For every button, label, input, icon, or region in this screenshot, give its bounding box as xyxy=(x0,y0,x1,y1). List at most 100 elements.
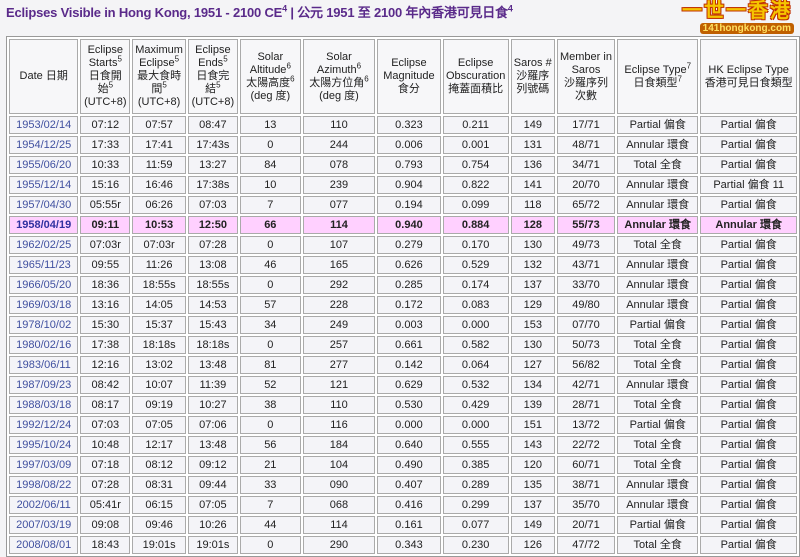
table-row: 1969/03/18 13:16 14:05 14:53 57 228 0.172 0.083… xyxy=(9,296,797,314)
table-cell: 16:46 xyxy=(132,176,186,194)
table-cell: 15:37 xyxy=(132,316,186,334)
date-link[interactable]: 1992/12/24 xyxy=(9,416,79,434)
header-text: (UTC+8) xyxy=(84,96,127,108)
date-link[interactable]: 1980/02/16 xyxy=(9,336,79,354)
table-row: 1965/11/23 09:55 11:26 13:08 46 165 0.626 0.529… xyxy=(9,256,797,274)
date-link[interactable]: 1978/10/02 xyxy=(9,316,79,334)
table-cell: 10:27 xyxy=(187,396,238,414)
table-cell: 134 xyxy=(510,376,555,394)
footnote-ref[interactable]: 6 xyxy=(286,60,291,70)
table-cell: Total 全食 xyxy=(617,396,699,414)
footnote-ref[interactable]: 6 xyxy=(290,73,295,83)
header-text: 日食開始 xyxy=(88,70,122,95)
table-cell: 49/80 xyxy=(556,296,616,314)
date-link[interactable]: 1983/06/11 xyxy=(9,356,79,374)
page-title: Eclipses Visible in Hong Kong, 1951 - 21… xyxy=(6,3,513,21)
column-header: Member in Saros 沙羅序列次數 xyxy=(556,39,616,114)
table-cell: 0.640 xyxy=(377,436,441,454)
table-cell: Partial 偏食 xyxy=(700,476,797,494)
date-link[interactable]: 1958/04/19 xyxy=(9,216,79,234)
date-link[interactable]: 2002/06/11 xyxy=(9,496,79,514)
site-logo[interactable]: 一世一香港 141hongkong.com xyxy=(640,1,798,35)
date-link[interactable]: 1953/02/14 xyxy=(9,116,79,134)
table-cell: Partial 偏食 xyxy=(700,316,797,334)
table-cell: 239 xyxy=(302,176,376,194)
date-link[interactable]: 2008/08/01 xyxy=(9,536,79,554)
table-cell: Partial 偏食 xyxy=(700,396,797,414)
table-cell: 46 xyxy=(239,256,301,274)
table-cell: 0.754 xyxy=(442,156,509,174)
footnote-ref[interactable]: 6 xyxy=(356,60,362,70)
table-cell: 118 xyxy=(510,196,555,214)
table-cell: 17:38s xyxy=(187,176,238,194)
footnote-ref[interactable]: 4 xyxy=(282,3,287,14)
table-cell: 143 xyxy=(510,436,555,454)
table-cell: 15:43 xyxy=(187,316,238,334)
date-link[interactable]: 1954/12/25 xyxy=(9,136,79,154)
date-link[interactable]: 1988/03/18 xyxy=(9,396,79,414)
table-cell: Annular 環食 xyxy=(617,196,699,214)
table-cell: 38 xyxy=(239,396,301,414)
table-cell: 129 xyxy=(510,296,555,314)
table-cell: 17:38 xyxy=(80,336,131,354)
table-cell: 0.629 xyxy=(377,376,441,394)
table-cell: 139 xyxy=(510,396,555,414)
footnote-ref[interactable]: 4 xyxy=(507,3,513,14)
footnote-ref[interactable]: 6 xyxy=(364,73,369,83)
date-link[interactable]: 1962/02/25 xyxy=(9,236,79,254)
table-cell: 110 xyxy=(302,396,376,414)
date-link[interactable]: 1998/08/22 xyxy=(9,476,79,494)
table-cell: 09:12 xyxy=(187,456,238,474)
table-cell: 05:41r xyxy=(80,496,131,514)
date-link[interactable]: 1955/12/14 xyxy=(9,176,79,194)
table-row: 1997/03/09 07:18 08:12 09:12 21 104 0.490 0.385… xyxy=(9,456,797,474)
header-text: 日食完結 xyxy=(196,70,230,95)
table-cell: 0.279 xyxy=(377,236,441,254)
footnote-ref[interactable]: 5 xyxy=(117,54,122,64)
table-cell: 09:46 xyxy=(132,516,186,534)
date-link[interactable]: 2007/03/19 xyxy=(9,516,79,534)
date-link[interactable]: 1957/04/30 xyxy=(9,196,79,214)
table-cell: 0.416 xyxy=(377,496,441,514)
date-link[interactable]: 1965/11/23 xyxy=(9,256,79,274)
table-cell: 56/82 xyxy=(556,356,616,374)
footnote-ref[interactable]: 7 xyxy=(677,73,682,83)
date-link[interactable]: 1987/09/23 xyxy=(9,376,79,394)
table-cell: 132 xyxy=(510,256,555,274)
header-text: Eclipse Magnitude xyxy=(383,57,435,82)
table-cell: 19:01s xyxy=(187,536,238,554)
footnote-ref[interactable]: 7 xyxy=(686,60,692,70)
table-row: 2002/06/11 05:41r 06:15 07:05 7 068 0.416 0.299… xyxy=(9,496,797,514)
table-cell: 0 xyxy=(239,536,301,554)
table-cell: Total 全食 xyxy=(617,336,699,354)
table-cell: 107 xyxy=(302,236,376,254)
table-cell: 0.661 xyxy=(377,336,441,354)
table-cell: 0.385 xyxy=(442,456,509,474)
table-row: 1987/09/23 08:42 10:07 11:39 52 121 0.629 0.532… xyxy=(9,376,797,394)
footnote-ref[interactable]: 5 xyxy=(174,54,180,64)
footnote-ref[interactable]: 5 xyxy=(108,80,114,90)
table-cell: 47/72 xyxy=(556,536,616,554)
table-cell: 141 xyxy=(510,176,555,194)
header-text: 掩蓋面積比 xyxy=(448,83,504,95)
footnote-ref[interactable]: 5 xyxy=(223,54,228,64)
date-link[interactable]: 1995/10/24 xyxy=(9,436,79,454)
header-text: Maximum Eclipse xyxy=(135,44,183,69)
date-link[interactable]: 1997/03/09 xyxy=(9,456,79,474)
table-cell: 17:33 xyxy=(80,136,131,154)
table-cell: 249 xyxy=(302,316,376,334)
footnote-ref[interactable]: 5 xyxy=(216,80,221,90)
table-cell: 0.003 xyxy=(377,316,441,334)
table-cell: Partial 偏食 xyxy=(700,376,797,394)
date-link[interactable]: 1966/05/20 xyxy=(9,276,79,294)
table-cell: 0.582 xyxy=(442,336,509,354)
footnote-ref[interactable]: 5 xyxy=(162,80,167,90)
date-link[interactable]: 1955/06/20 xyxy=(9,156,79,174)
title-zh: | 公元 1951 至 2100 年內香港可見日食 xyxy=(286,5,508,20)
table-cell: 65/72 xyxy=(556,196,616,214)
table-cell: 068 xyxy=(302,496,376,514)
table-cell: 56 xyxy=(239,436,301,454)
table-cell: 0.174 xyxy=(442,276,509,294)
date-link[interactable]: 1969/03/18 xyxy=(9,296,79,314)
table-cell: 0.230 xyxy=(442,536,509,554)
